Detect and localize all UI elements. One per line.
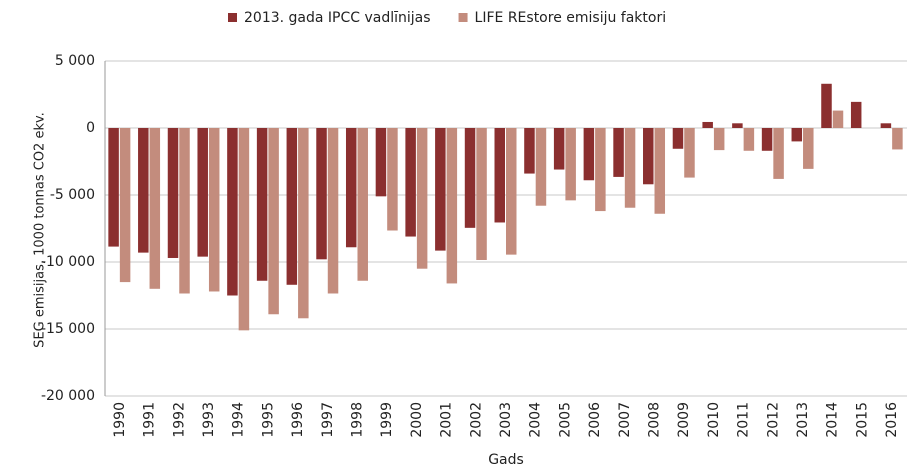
bar (345, 128, 357, 248)
x-tick-label: 1991 (142, 402, 158, 438)
y-axis-label: SEG emisijas, 1000 tonnas CO2 ekv. (33, 112, 48, 348)
bar (375, 128, 387, 197)
x-tick-label: 2009 (676, 402, 692, 438)
bar (791, 128, 803, 142)
x-tick-label: 1994 (231, 402, 247, 438)
bar (286, 128, 298, 285)
bar (743, 128, 755, 151)
bar (880, 123, 892, 128)
bar (553, 128, 565, 170)
bar (387, 128, 398, 231)
bar (535, 128, 547, 206)
legend-swatch (228, 13, 237, 22)
bar (524, 128, 535, 174)
x-tick-label: 2016 (884, 402, 900, 438)
x-tick-label: 2000 (409, 402, 425, 438)
bar (405, 128, 416, 237)
bar (713, 128, 725, 151)
bar (821, 83, 832, 128)
bar (672, 128, 684, 149)
bar (208, 128, 220, 292)
bar (832, 110, 844, 128)
x-tick-label: 1993 (201, 402, 217, 438)
x-tick-label: 2007 (617, 402, 633, 438)
bar (316, 128, 327, 260)
bar (583, 128, 595, 181)
x-tick-label: 2013 (795, 402, 811, 438)
bar (327, 128, 339, 294)
bar (476, 128, 487, 260)
x-tick-label: 1992 (171, 402, 187, 438)
bar (565, 128, 576, 201)
bar (850, 101, 862, 128)
bar (268, 128, 279, 315)
bar (595, 128, 606, 212)
x-tick-label: 2003 (498, 402, 514, 438)
legend-swatch (458, 13, 468, 22)
bar (227, 128, 238, 296)
bar (149, 128, 161, 289)
x-tick-label: 1997 (320, 402, 336, 438)
legend-label: 2013. gada IPCC vadlīnijas (244, 10, 431, 26)
y-tick-label: -10 000 (41, 254, 95, 270)
y-tick-label: -15 000 (41, 321, 95, 337)
y-tick-label: -20 000 (41, 388, 95, 404)
bar (702, 121, 713, 128)
bar (761, 128, 773, 151)
bar (494, 128, 505, 223)
bar (256, 128, 268, 281)
bar (732, 123, 743, 128)
x-tick-label: 2006 (587, 402, 603, 438)
x-tick-label: 1990 (112, 402, 128, 438)
bar (464, 128, 476, 228)
x-tick-label: 2008 (647, 402, 663, 438)
bar (197, 128, 208, 257)
bar (167, 128, 179, 258)
legend-label: LIFE REstore emisiju faktori (475, 10, 667, 26)
bar (435, 128, 446, 251)
y-tick-label: 5 000 (55, 53, 95, 69)
x-tick-label: 2010 (706, 402, 722, 438)
bar (773, 128, 784, 179)
x-tick-label: 1998 (349, 402, 365, 438)
y-tick-label: -5 000 (50, 187, 95, 203)
bar (357, 128, 368, 281)
bar (179, 128, 190, 294)
bar (108, 128, 119, 247)
x-tick-label: 1995 (260, 402, 276, 438)
bar (138, 128, 149, 253)
x-tick-label: 1999 (379, 402, 395, 438)
bar (238, 128, 250, 331)
y-tick-label: 0 (86, 120, 95, 136)
bar (119, 128, 131, 283)
bar (506, 128, 517, 255)
x-tick-label: 2015 (854, 402, 870, 438)
bar (654, 128, 666, 214)
bar (298, 128, 309, 319)
x-axis-label: Gads (488, 452, 524, 468)
x-tick-label: 2005 (557, 402, 573, 438)
bar (613, 128, 624, 177)
bar (643, 128, 654, 185)
x-tick-label: 2002 (468, 402, 484, 438)
x-tick-label: 1996 (290, 402, 306, 438)
bar (892, 128, 903, 150)
bar (803, 128, 814, 169)
x-tick-label: 2004 (528, 402, 544, 438)
x-tick-label: 2012 (765, 402, 781, 438)
x-tick-label: 2001 (439, 402, 455, 438)
x-tick-label: 2014 (825, 402, 841, 438)
x-tick-label: 2011 (736, 402, 752, 438)
bar (624, 128, 636, 208)
bar (446, 128, 458, 284)
bar (416, 128, 428, 269)
bar (684, 128, 695, 178)
